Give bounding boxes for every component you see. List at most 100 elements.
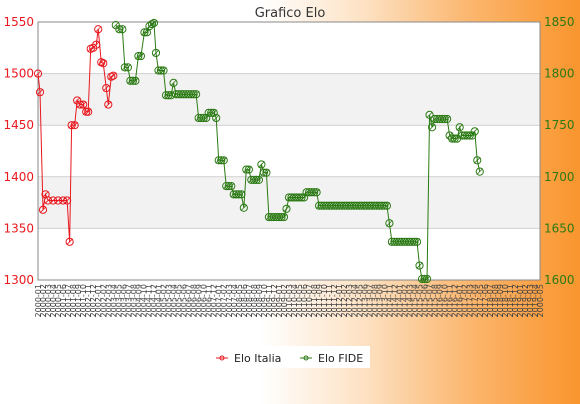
x-tick-label: 2018-11	[506, 284, 515, 317]
x-tick-label: 2013-08	[370, 284, 379, 317]
data-point-fide	[279, 212, 289, 222]
x-tick-label: 2006-10	[200, 284, 209, 317]
data-point-fide	[385, 219, 394, 228]
data-point-italia	[92, 40, 101, 49]
x-tick-label: 2004-10	[139, 284, 148, 317]
x-tick-label: 2019-04	[531, 284, 540, 317]
data-point-fide	[199, 113, 208, 123]
data-point-fide	[239, 203, 248, 212]
x-tick-label: 2004-11	[144, 284, 153, 317]
x-tick-label: 2012-01	[335, 284, 344, 317]
plot-background	[38, 22, 540, 280]
x-tick-label: 2014-03	[405, 284, 414, 317]
chart-title: Grafico Elo	[255, 6, 326, 21]
x-tick-label: 2012-03	[345, 284, 354, 317]
x-tick-label: 2001-07	[64, 284, 73, 317]
data-point-fide	[237, 190, 246, 199]
data-point-fide	[450, 134, 459, 143]
series-layer	[33, 18, 484, 284]
x-tick-label: 2010-05	[295, 284, 304, 317]
x-tick-label: 2010-06	[300, 284, 309, 317]
data-point-italia	[99, 59, 108, 68]
x-tick-label: 2006-09	[195, 284, 204, 317]
x-tick-label: 2005-03	[165, 284, 174, 317]
x-tick-label: 2018-10	[501, 284, 510, 317]
data-point-fide	[415, 261, 424, 270]
x-tick-label: 2013-10	[380, 284, 389, 317]
data-point-italia	[76, 100, 85, 109]
data-point-italia	[79, 100, 88, 109]
x-tick-label: 2015-06	[421, 284, 430, 317]
data-point-fide	[425, 110, 434, 119]
plot-area	[38, 22, 540, 280]
x-tick-label: 2008-09	[255, 284, 264, 317]
data-point-italia	[70, 121, 79, 130]
x-tick-label: 2010-04	[290, 284, 299, 317]
x-tick-label: 2007-02	[220, 284, 229, 317]
x-tick-label: 2002-02	[99, 284, 108, 317]
data-point-fide	[382, 201, 391, 210]
x-tick-label: 2016-12	[451, 284, 460, 317]
data-point-italia	[82, 107, 91, 116]
data-point-fide	[227, 181, 236, 191]
data-point-italia	[67, 121, 76, 130]
data-point-fide	[151, 48, 161, 58]
x-tick-label: 2000-05	[54, 284, 63, 317]
right-axis-ticks: 1600 1650 1700 1750 1800 1850	[544, 15, 575, 287]
x-tick-label: 2013-06	[360, 284, 369, 317]
data-point-fide	[422, 274, 432, 284]
data-point-fide	[282, 204, 291, 213]
data-point-fide	[473, 156, 482, 165]
data-point-fide	[140, 28, 149, 37]
x-tick-label: 2007-12	[210, 284, 219, 317]
x-tick-label: 2000-04	[49, 284, 58, 317]
right-tick-label: 1850	[544, 15, 575, 29]
legend-label-fide: Elo FIDE	[318, 352, 363, 365]
right-tick-label: 1650	[544, 221, 575, 235]
data-point-fide	[244, 165, 253, 174]
x-tick-label: 2003-04	[109, 284, 118, 317]
x-tick-label: 2002-11	[84, 284, 93, 317]
x-tick-label: 2009-02	[280, 284, 289, 317]
data-point-fide	[380, 201, 389, 210]
data-point-fide	[297, 193, 306, 202]
x-tick-label: 2004-09	[134, 284, 143, 317]
x-tick-label: 2016-11	[446, 284, 455, 317]
x-tick-label: 2006-11	[205, 284, 214, 317]
data-point-fide	[156, 66, 166, 75]
left-tick-label: 1450	[3, 118, 34, 132]
right-tick-label: 1700	[544, 170, 575, 184]
data-point-fide	[209, 108, 218, 117]
data-point-italia	[63, 196, 72, 205]
x-tick-label: 2009-01	[275, 284, 284, 317]
x-tick-label: 2019-03	[526, 284, 535, 317]
x-tick-label: 2018-07	[486, 284, 495, 317]
data-point-fide	[115, 25, 124, 34]
data-point-fide	[131, 76, 140, 85]
x-tick-label: 2012-02	[340, 284, 349, 317]
data-point-fide	[455, 123, 464, 132]
x-axis-ticks: 2000-012000-022000-032000-042000-052001-…	[34, 284, 545, 317]
data-point-fide	[443, 114, 452, 124]
data-point-fide	[189, 90, 198, 99]
data-point-fide	[134, 51, 143, 61]
x-tick-label: 2011-10	[320, 284, 329, 317]
x-tick-label: 2009-12	[270, 284, 279, 317]
x-tick-label: 2017-06	[481, 284, 490, 317]
data-point-fide	[234, 190, 243, 199]
x-tick-label: 2000-02	[39, 284, 48, 317]
x-tick-label: 2005-02	[160, 284, 169, 317]
data-point-fide	[440, 114, 449, 124]
data-point-fide	[147, 19, 157, 29]
data-point-fide	[192, 90, 201, 99]
data-point-fide	[128, 76, 137, 85]
data-point-fide	[169, 78, 178, 87]
data-point-fide	[242, 165, 251, 174]
x-tick-label: 2000-03	[44, 284, 53, 317]
x-tick-label: 2010-03	[285, 284, 294, 317]
x-tick-label: 2002-12	[89, 284, 98, 317]
data-point-fide	[427, 123, 437, 132]
x-tick-label: 2005-05	[175, 284, 184, 317]
legend-marker-italia	[219, 355, 225, 361]
